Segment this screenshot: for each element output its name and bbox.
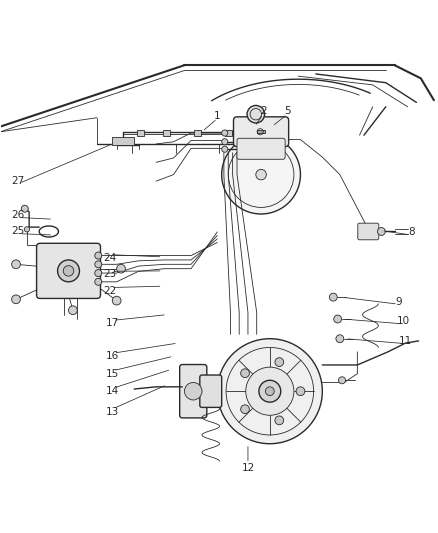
- Text: 1: 1: [213, 110, 220, 120]
- Circle shape: [247, 106, 264, 123]
- Bar: [194, 130, 201, 136]
- Text: 23: 23: [103, 269, 117, 279]
- Text: 16: 16: [106, 351, 119, 361]
- Circle shape: [377, 228, 385, 236]
- Circle shape: [328, 293, 336, 301]
- FancyBboxPatch shape: [357, 223, 378, 240]
- Circle shape: [63, 265, 74, 276]
- Circle shape: [335, 335, 343, 343]
- Circle shape: [112, 296, 121, 305]
- FancyBboxPatch shape: [36, 243, 100, 298]
- Circle shape: [221, 135, 300, 214]
- Text: 17: 17: [106, 318, 119, 328]
- Circle shape: [265, 387, 274, 395]
- Circle shape: [333, 315, 341, 323]
- Circle shape: [95, 270, 102, 277]
- Text: 2: 2: [259, 106, 266, 116]
- Circle shape: [117, 264, 125, 273]
- FancyBboxPatch shape: [179, 365, 206, 418]
- Text: 22: 22: [103, 286, 117, 296]
- Text: 24: 24: [103, 253, 117, 263]
- Bar: [112, 138, 134, 146]
- Circle shape: [24, 227, 29, 232]
- Text: 15: 15: [106, 369, 119, 379]
- Circle shape: [12, 260, 20, 269]
- Bar: [137, 130, 144, 136]
- Circle shape: [12, 295, 20, 304]
- Circle shape: [21, 205, 28, 212]
- Circle shape: [221, 130, 227, 136]
- FancyBboxPatch shape: [199, 375, 221, 407]
- Circle shape: [68, 306, 77, 314]
- FancyBboxPatch shape: [237, 138, 285, 159]
- Text: 27: 27: [11, 176, 25, 186]
- Bar: [224, 130, 231, 136]
- Circle shape: [217, 338, 321, 444]
- Bar: [256, 130, 264, 133]
- Circle shape: [245, 367, 293, 415]
- Circle shape: [295, 387, 304, 395]
- Circle shape: [95, 278, 102, 285]
- Circle shape: [258, 380, 280, 402]
- Circle shape: [221, 146, 227, 152]
- Circle shape: [274, 358, 283, 367]
- Text: 9: 9: [395, 296, 401, 306]
- Text: 14: 14: [106, 386, 119, 396]
- Circle shape: [240, 369, 249, 377]
- Circle shape: [95, 261, 102, 268]
- Circle shape: [221, 139, 227, 145]
- Text: 10: 10: [396, 316, 409, 326]
- Text: 25: 25: [11, 227, 25, 237]
- Circle shape: [255, 169, 266, 180]
- Circle shape: [95, 252, 102, 259]
- Bar: [163, 130, 170, 136]
- Text: 26: 26: [11, 211, 25, 220]
- Text: 12: 12: [241, 463, 254, 473]
- Text: 11: 11: [398, 336, 411, 346]
- Circle shape: [240, 405, 249, 414]
- Circle shape: [184, 383, 201, 400]
- FancyBboxPatch shape: [233, 117, 288, 147]
- Text: 8: 8: [408, 228, 414, 237]
- Circle shape: [274, 416, 283, 425]
- Text: 5: 5: [283, 106, 290, 116]
- Circle shape: [57, 260, 79, 282]
- Text: 13: 13: [106, 407, 119, 417]
- Circle shape: [338, 377, 345, 384]
